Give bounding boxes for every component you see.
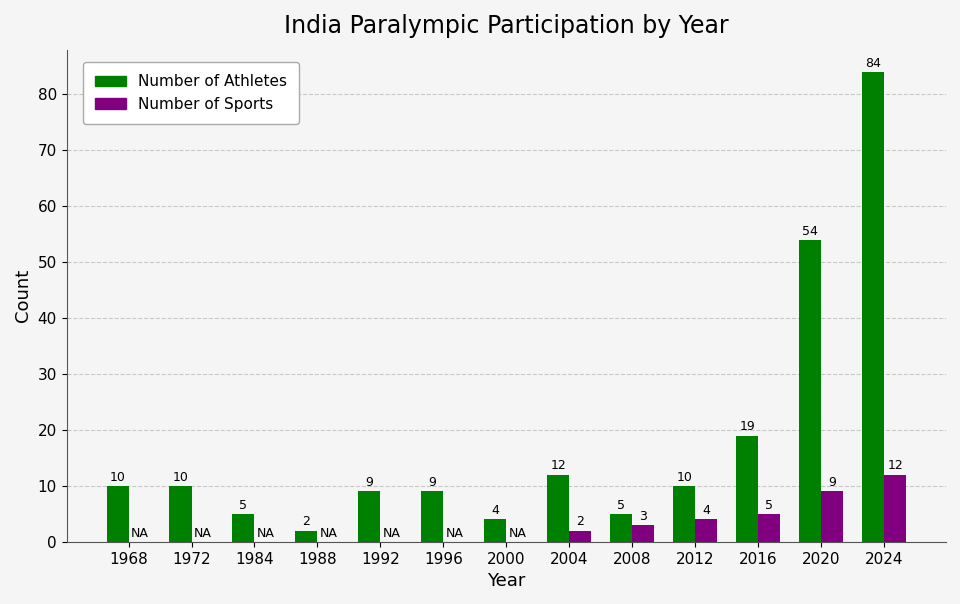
- Text: NA: NA: [131, 527, 149, 539]
- Text: 5: 5: [765, 499, 773, 512]
- Bar: [736, 435, 758, 542]
- Bar: [611, 514, 633, 542]
- Legend: Number of Athletes, Number of Sports: Number of Athletes, Number of Sports: [83, 62, 300, 124]
- Bar: [862, 72, 884, 542]
- Text: NA: NA: [256, 527, 275, 539]
- Text: 3: 3: [639, 510, 647, 523]
- Y-axis label: Count: Count: [13, 269, 32, 323]
- Text: 5: 5: [617, 499, 625, 512]
- Text: NA: NA: [320, 527, 337, 539]
- Bar: [884, 475, 906, 542]
- Text: 2: 2: [302, 515, 310, 528]
- Text: 12: 12: [887, 460, 903, 472]
- Text: 10: 10: [676, 471, 692, 484]
- Bar: [633, 525, 655, 542]
- Text: 9: 9: [828, 476, 836, 489]
- Text: 54: 54: [803, 225, 818, 237]
- Bar: [421, 492, 444, 542]
- Text: 5: 5: [239, 499, 248, 512]
- Text: 12: 12: [550, 460, 566, 472]
- Title: India Paralympic Participation by Year: India Paralympic Participation by Year: [284, 14, 729, 38]
- Text: 4: 4: [703, 504, 710, 517]
- Text: 10: 10: [173, 471, 188, 484]
- Bar: [799, 240, 821, 542]
- Text: NA: NA: [382, 527, 400, 539]
- Bar: [569, 531, 591, 542]
- Bar: [673, 486, 695, 542]
- Text: 9: 9: [428, 476, 436, 489]
- Bar: [821, 492, 843, 542]
- Text: 84: 84: [865, 57, 881, 69]
- Bar: [107, 486, 129, 542]
- Text: 2: 2: [576, 515, 585, 528]
- Bar: [484, 519, 506, 542]
- Text: NA: NA: [445, 527, 464, 539]
- Bar: [758, 514, 780, 542]
- X-axis label: Year: Year: [487, 572, 525, 590]
- Bar: [695, 519, 717, 542]
- Text: NA: NA: [194, 527, 211, 539]
- Text: 19: 19: [739, 420, 755, 433]
- Text: 10: 10: [109, 471, 126, 484]
- Text: NA: NA: [509, 527, 526, 539]
- Bar: [232, 514, 254, 542]
- Text: 9: 9: [366, 476, 373, 489]
- Bar: [547, 475, 569, 542]
- Bar: [296, 531, 318, 542]
- Bar: [170, 486, 191, 542]
- Text: 4: 4: [492, 504, 499, 517]
- Bar: [358, 492, 380, 542]
